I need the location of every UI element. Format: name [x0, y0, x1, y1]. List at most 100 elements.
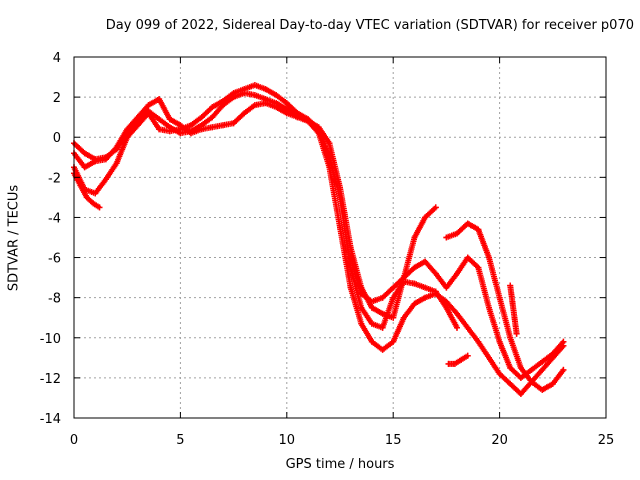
series-track-8 — [507, 282, 520, 337]
data-point — [464, 254, 471, 261]
data-point — [475, 338, 482, 345]
data-point — [134, 118, 141, 125]
data-point — [283, 106, 290, 113]
data-point — [475, 226, 482, 233]
data-point — [432, 270, 439, 277]
data-point — [464, 352, 471, 359]
data-point — [454, 270, 460, 277]
data-point — [368, 338, 375, 345]
data-point — [368, 304, 375, 311]
data-point — [411, 300, 418, 307]
data-point — [241, 90, 248, 97]
data-point — [445, 360, 452, 367]
data-point — [560, 338, 567, 345]
data-point — [209, 124, 216, 131]
y-tick-label: 4 — [53, 51, 61, 66]
data-point — [81, 164, 88, 171]
data-point — [294, 112, 301, 119]
data-point — [251, 92, 258, 99]
series-markers — [445, 352, 471, 367]
data-point — [113, 160, 120, 167]
data-point — [326, 140, 333, 147]
data-point — [390, 314, 397, 321]
data-point — [177, 130, 184, 137]
data-point — [198, 122, 205, 129]
data-point — [507, 282, 514, 289]
data-point — [273, 92, 280, 99]
data-point — [209, 114, 216, 121]
data-point — [368, 320, 375, 327]
data-point — [511, 314, 518, 321]
data-point — [124, 130, 131, 137]
x-tick-label: 10 — [279, 433, 296, 448]
data-point — [220, 102, 226, 109]
data-point — [458, 356, 465, 363]
data-point — [379, 294, 386, 301]
data-point — [337, 194, 343, 201]
y-tick-label: -10 — [40, 332, 61, 347]
data-point — [432, 290, 439, 297]
data-point — [251, 102, 258, 109]
data-point — [390, 284, 397, 291]
data-point — [90, 200, 97, 207]
data-point — [539, 366, 546, 373]
y-tick-label: -2 — [48, 171, 61, 186]
data-point — [188, 128, 194, 135]
data-point — [347, 284, 354, 291]
data-point — [379, 346, 386, 353]
data-point — [507, 380, 514, 387]
data-point — [156, 126, 163, 133]
data-point — [486, 354, 492, 361]
data-point — [368, 298, 375, 305]
series-track-5 — [443, 220, 567, 393]
y-tick-label: -6 — [48, 252, 61, 267]
data-point — [358, 290, 365, 297]
data-point — [509, 298, 516, 305]
data-point — [464, 324, 471, 331]
data-point — [379, 310, 386, 317]
data-point — [507, 334, 514, 341]
data-point — [145, 102, 152, 109]
data-point — [486, 254, 492, 261]
data-point — [411, 264, 418, 271]
data-point — [230, 94, 237, 101]
x-tick-label: 20 — [491, 433, 508, 448]
data-point — [166, 116, 173, 123]
series-track-4 — [347, 254, 567, 381]
data-point — [241, 110, 248, 117]
data-point — [337, 224, 343, 231]
data-point — [326, 164, 333, 171]
data-point — [262, 86, 269, 93]
data-point — [220, 122, 226, 129]
data-point — [96, 204, 103, 211]
data-point — [549, 380, 556, 387]
series-track-3 — [71, 90, 567, 397]
data-point — [358, 320, 365, 327]
x-tick-label: 25 — [598, 433, 615, 448]
data-point — [464, 220, 471, 227]
data-point — [390, 338, 397, 345]
data-point — [496, 294, 503, 301]
data-point — [507, 364, 514, 371]
plot-frame — [73, 56, 607, 419]
data-point — [517, 364, 524, 371]
data-point — [198, 114, 205, 121]
series-track-7 — [445, 352, 471, 367]
data-point — [422, 258, 429, 265]
data-point — [92, 156, 99, 163]
data-point — [411, 234, 418, 241]
data-point — [92, 190, 99, 197]
data-point — [528, 366, 535, 373]
data-point — [528, 378, 535, 385]
series-markers — [443, 220, 567, 393]
data-point — [166, 124, 173, 131]
series-track-2 — [71, 82, 460, 331]
x-axis-label: GPS time / hours — [285, 457, 395, 472]
y-tick-label: 0 — [53, 131, 61, 146]
data-point — [422, 294, 429, 301]
data-point — [262, 96, 269, 103]
data-point — [400, 314, 407, 321]
data-point — [443, 234, 450, 241]
data-point — [113, 146, 120, 153]
data-point — [539, 386, 546, 393]
